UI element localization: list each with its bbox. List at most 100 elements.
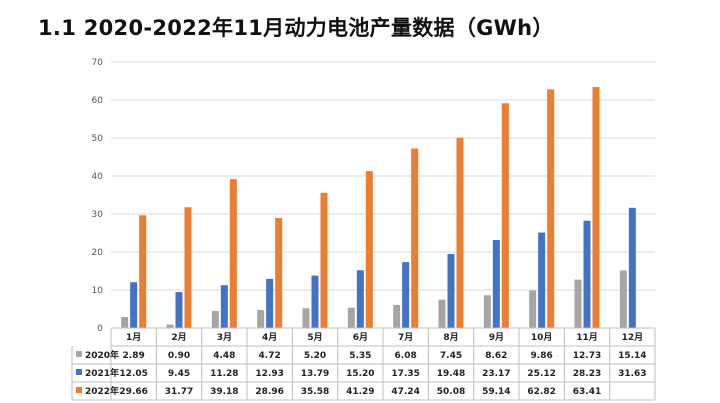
category-label: 10月	[531, 332, 553, 343]
data-label: 39.18	[210, 387, 238, 397]
data-label: 13.79	[301, 369, 329, 379]
bar-2021年-5月	[311, 275, 319, 328]
category-label: 3月	[217, 332, 232, 343]
data-label: 2.89	[123, 351, 145, 361]
data-label: 4.48	[213, 351, 235, 361]
data-label: 0.90	[168, 351, 190, 361]
bar-2022年-7月	[411, 148, 419, 328]
bar-2021年-4月	[266, 278, 274, 328]
bar-2021年-12月	[628, 207, 636, 328]
data-label: 28.23	[573, 369, 601, 379]
category-label: 9月	[489, 332, 504, 343]
bar-2020年-9月	[483, 295, 491, 328]
gridlines	[111, 61, 655, 329]
data-label: 31.77	[165, 387, 193, 397]
data-label: 12.73	[573, 351, 601, 361]
bar-2020年-1月	[121, 317, 129, 328]
category-label: 12月	[622, 332, 644, 343]
bar-2022年-3月	[229, 179, 237, 328]
y-tick-label: 40	[92, 172, 104, 182]
data-label: 9.86	[531, 351, 553, 361]
y-tick-label: 50	[92, 134, 104, 144]
bar-2021年-3月	[220, 285, 228, 328]
category-label: 4月	[262, 332, 277, 343]
category-label: 1月	[126, 332, 141, 343]
bar-2021年-9月	[492, 239, 500, 328]
bar-2021年-8月	[447, 253, 455, 328]
bar-2022年-1月	[139, 215, 147, 328]
bar-2022年-6月	[365, 171, 373, 328]
y-tick-label: 10	[92, 286, 104, 296]
data-label: 31.63	[618, 369, 646, 379]
data-label: 15.20	[346, 369, 374, 379]
data-label: 8.62	[485, 351, 507, 361]
bar-2022年-10月	[547, 89, 555, 328]
data-label: 41.29	[346, 387, 374, 397]
bar-2022年-11月	[592, 87, 600, 329]
category-label: 7月	[398, 332, 413, 343]
page-title: 1.1 2020-2022年11月动力电池产量数据（GWh）	[38, 16, 554, 40]
bar-2020年-12月	[619, 270, 627, 328]
data-label: 63.41	[573, 387, 601, 397]
bar-2020年-4月	[257, 310, 265, 328]
legend-swatch	[76, 387, 82, 393]
data-label: 7.45	[440, 351, 462, 361]
legend-swatch	[76, 369, 82, 375]
bar-2022年-8月	[456, 137, 464, 328]
data-label: 50.08	[437, 387, 465, 397]
category-label: 2月	[171, 332, 186, 343]
data-label: 19.48	[437, 369, 465, 379]
bar-2020年-5月	[302, 308, 310, 328]
bar-2020年-11月	[574, 279, 582, 328]
data-label: 12.05	[119, 369, 147, 379]
bar-2020年-7月	[393, 304, 401, 328]
bar-2020年-2月	[166, 324, 174, 328]
bar-2022年-4月	[275, 217, 283, 328]
category-label: 8月	[443, 332, 458, 343]
legend-label: 2020年	[85, 349, 119, 361]
legend-label: 2021年	[85, 367, 119, 379]
data-label: 17.35	[391, 369, 419, 379]
bar-2020年-8月	[438, 299, 446, 328]
data-label: 15.14	[618, 351, 646, 361]
y-tick-label: 60	[92, 96, 104, 106]
bar-2020年-3月	[211, 310, 219, 328]
data-label: 59.14	[482, 387, 510, 397]
bar-2021年-11月	[583, 220, 591, 328]
bar-2022年-2月	[184, 207, 192, 328]
data-label: 28.96	[255, 387, 283, 397]
data-label: 9.45	[168, 369, 190, 379]
y-tick-label: 20	[92, 248, 104, 258]
data-table: 1月 2月 3月 4月 5月 6月 7月 8月 9月 10月 11月 12月 2020年 2.89 0.90…	[71, 327, 656, 401]
data-label: 5.35	[349, 351, 371, 361]
bars	[121, 87, 636, 329]
bar-2022年-5月	[320, 192, 328, 328]
data-label: 29.66	[119, 387, 147, 397]
bar-2021年-6月	[356, 270, 364, 328]
bar-2022年-9月	[501, 103, 509, 328]
y-tick-label: 70	[92, 58, 104, 68]
bar-2021年-1月	[130, 282, 138, 328]
bar-2021年-10月	[538, 232, 546, 328]
bar-2020年-10月	[529, 290, 537, 328]
data-label: 11.28	[210, 369, 238, 379]
data-label: 25.12	[527, 369, 555, 379]
legend-label: 2022年	[85, 385, 119, 397]
bar-2020年-6月	[347, 307, 355, 328]
y-axis-ticks: 0 10 20 30 40 50 60 70	[92, 58, 104, 334]
data-label: 5.20	[304, 351, 326, 361]
data-label: 35.58	[301, 387, 329, 397]
bar-2021年-7月	[402, 262, 410, 328]
data-label: 23.17	[482, 369, 510, 379]
y-tick-label: 30	[92, 210, 104, 220]
data-label: 12.93	[255, 369, 283, 379]
category-label: 6月	[353, 332, 368, 343]
data-label: 47.24	[391, 387, 419, 397]
bar-2021年-2月	[175, 292, 183, 328]
data-label: 4.72	[259, 351, 281, 361]
category-label: 5月	[307, 332, 322, 343]
category-label: 11月	[576, 332, 598, 343]
y-tick-label: 0	[97, 324, 103, 334]
legend-swatch	[76, 351, 82, 357]
